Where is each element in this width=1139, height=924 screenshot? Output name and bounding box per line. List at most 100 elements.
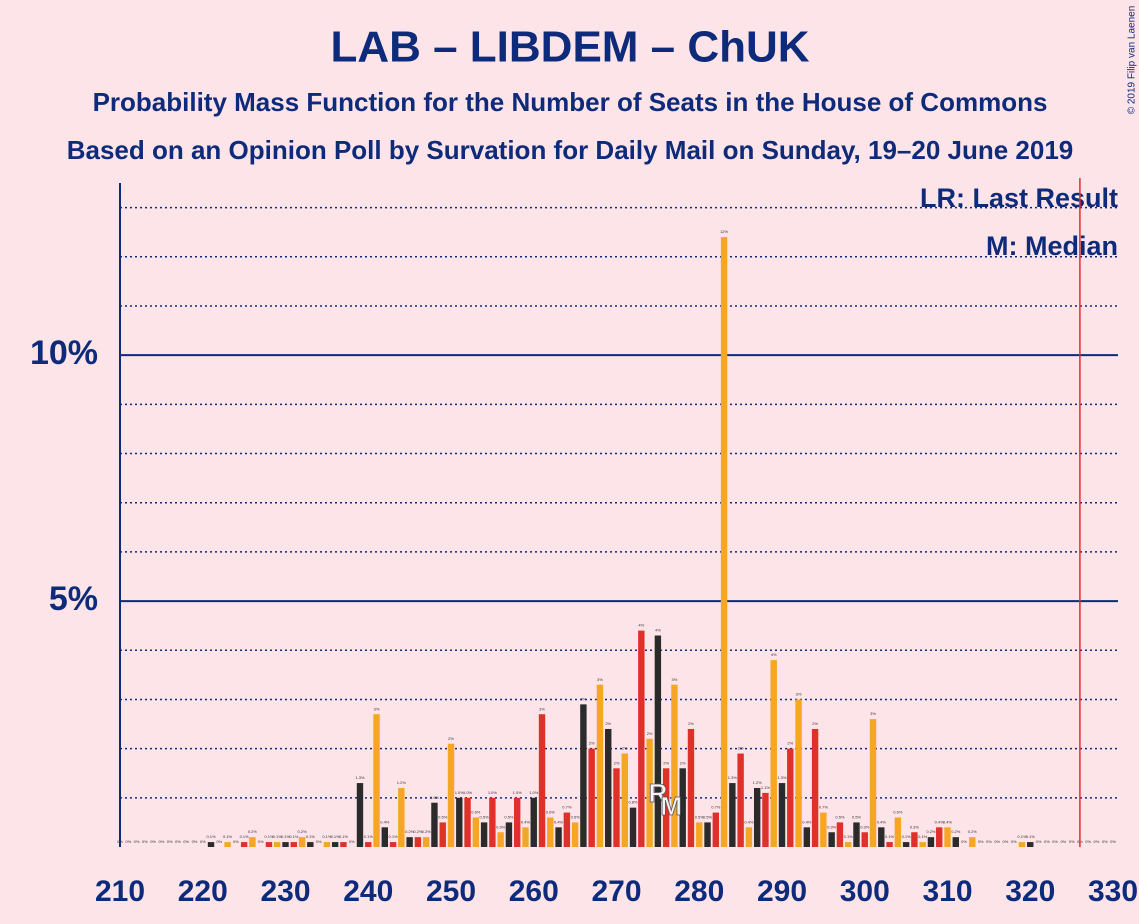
bar [638, 630, 645, 847]
bar [563, 812, 571, 847]
bar [861, 832, 868, 847]
value-label: 0% [125, 839, 131, 844]
value-label: 0.4% [521, 819, 531, 824]
value-label: 2% [680, 760, 686, 765]
value-label: 0% [1102, 839, 1108, 844]
bar [538, 714, 546, 847]
value-label: 0.1% [206, 834, 216, 839]
value-label: 0.4% [744, 819, 754, 824]
value-label: 1.3% [777, 775, 787, 780]
marker-label: M [660, 791, 682, 821]
value-label: 3% [374, 706, 380, 711]
value-label: 0.5% [835, 814, 845, 819]
value-label: 0.5% [438, 814, 448, 819]
value-label: 0% [117, 839, 123, 844]
value-label: 0% [150, 839, 156, 844]
bar [530, 797, 537, 847]
value-label: 1.3% [355, 775, 365, 780]
value-label: 2% [738, 746, 744, 751]
bar [522, 827, 529, 847]
bar [571, 822, 579, 847]
value-label: 0.1% [1026, 834, 1036, 839]
value-label: 0.2% [422, 829, 432, 834]
value-label: 1.0% [455, 790, 465, 795]
bar [1018, 842, 1026, 847]
value-label: 0.2% [297, 829, 307, 834]
value-label: 0.2% [248, 829, 258, 834]
value-label: 0% [1069, 839, 1075, 844]
value-label: 3% [672, 677, 678, 682]
chart-subtitle: Based on an Opinion Poll by Survation fo… [67, 135, 1074, 165]
bar [952, 837, 959, 847]
value-label: 0.5% [480, 814, 490, 819]
bar [646, 738, 653, 847]
value-label: 0.4% [943, 819, 953, 824]
x-tick-label: 260 [509, 875, 559, 908]
chart-title: LAB – LIBDEM – ChUK [330, 23, 809, 72]
value-label: 0.6% [471, 810, 481, 815]
bar [778, 783, 786, 847]
value-label: 0.1% [331, 834, 341, 839]
value-label: 0.3% [860, 824, 870, 829]
value-label: 1.1% [761, 785, 771, 790]
bar [555, 827, 562, 847]
bar [340, 842, 347, 847]
bar [729, 783, 736, 847]
bar [605, 728, 612, 847]
bar [803, 827, 811, 847]
bar [878, 827, 885, 847]
value-label: 0% [1085, 839, 1091, 844]
value-label: 2% [605, 721, 611, 726]
bar [389, 842, 397, 847]
value-label: 0.9% [430, 795, 440, 800]
value-label: 0% [175, 839, 181, 844]
value-label: 0% [994, 839, 1000, 844]
value-label: 0% [134, 839, 140, 844]
bar [753, 787, 761, 847]
bar [456, 797, 463, 847]
value-label: 0% [158, 839, 164, 844]
legend-entry: LR: Last Result [920, 183, 1118, 213]
value-label: 0.3% [496, 824, 506, 829]
copyright: © 2019 Filip van Laenen [1127, 6, 1138, 115]
value-label: 0.1% [322, 834, 332, 839]
bar [381, 827, 388, 847]
bar [472, 817, 480, 847]
value-label: 3% [796, 692, 802, 697]
bar [480, 822, 488, 847]
x-tick-label: 310 [922, 875, 972, 908]
bar [265, 842, 273, 847]
value-label: 0.5% [695, 814, 705, 819]
x-tick-label: 300 [840, 875, 890, 908]
bar [240, 842, 248, 847]
bar [902, 842, 910, 847]
value-label: 0% [961, 839, 967, 844]
value-label: 4% [655, 628, 661, 633]
value-label: 0.2% [951, 829, 961, 834]
bar [787, 748, 794, 847]
bar [853, 822, 860, 847]
bar [422, 837, 430, 847]
x-tick-label: 220 [178, 875, 228, 908]
bar [687, 728, 695, 847]
bar [406, 837, 413, 847]
bar [828, 832, 835, 847]
value-label: 2% [787, 741, 793, 746]
value-label: 0.1% [339, 834, 349, 839]
chart-subtitle: Probability Mass Function for the Number… [93, 87, 1048, 117]
value-label: 0.1% [306, 834, 316, 839]
value-label: 0.6% [546, 810, 556, 815]
bar [820, 812, 827, 847]
value-label: 1.2% [397, 780, 407, 785]
bar [282, 842, 289, 847]
value-label: 0% [1060, 839, 1066, 844]
value-label: 12% [720, 229, 728, 234]
value-label: 0% [1036, 839, 1042, 844]
bar [629, 807, 637, 847]
value-label: 0% [1110, 839, 1116, 844]
value-label: 0.5% [504, 814, 514, 819]
bar [712, 812, 719, 847]
x-tick-label: 270 [591, 875, 641, 908]
value-label: 0.1% [281, 834, 291, 839]
value-label: 0.8% [628, 800, 638, 805]
